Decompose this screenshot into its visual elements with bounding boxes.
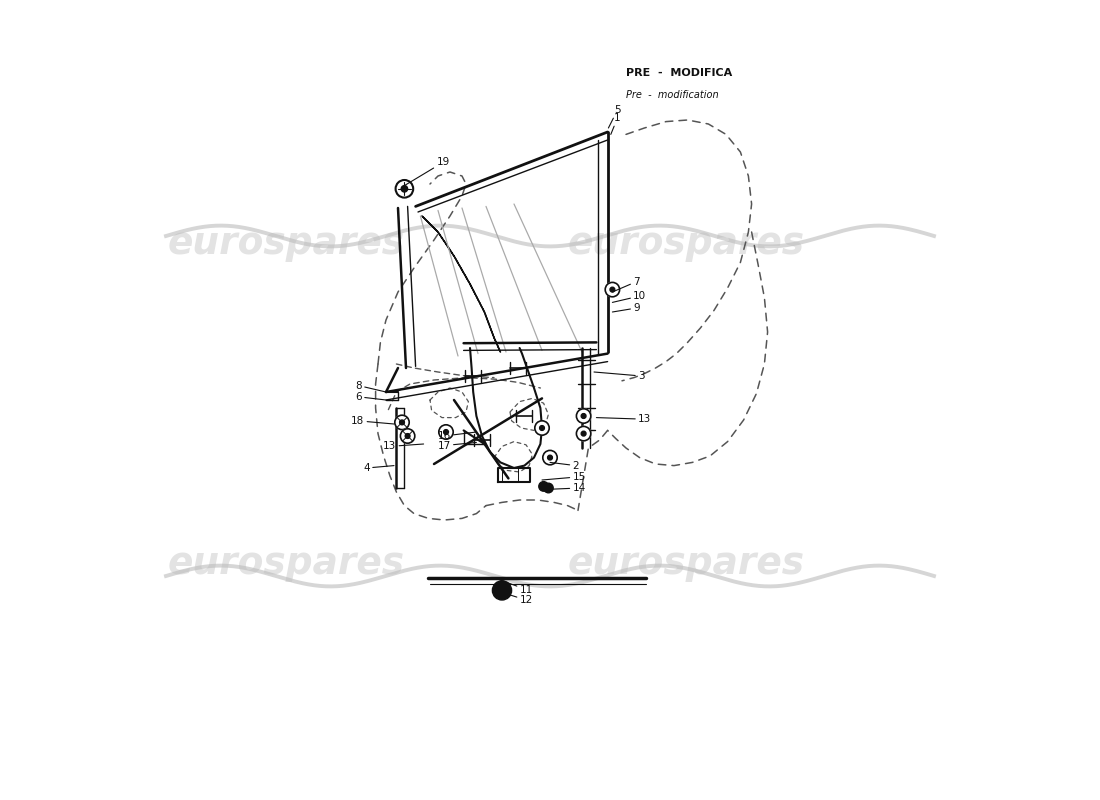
Text: PRE  -  MODIFICA: PRE - MODIFICA	[626, 68, 733, 78]
Circle shape	[581, 414, 586, 418]
Circle shape	[399, 420, 405, 425]
Text: 12: 12	[500, 592, 532, 605]
Text: 14: 14	[542, 483, 585, 493]
Text: eurospares: eurospares	[568, 546, 804, 582]
Text: 19: 19	[405, 158, 450, 186]
Text: 17: 17	[438, 441, 476, 450]
Text: 18: 18	[351, 416, 394, 426]
Text: eurospares: eurospares	[568, 226, 804, 262]
Text: 5: 5	[608, 106, 620, 128]
Circle shape	[402, 186, 408, 192]
Text: 9: 9	[613, 303, 640, 313]
Text: 6: 6	[355, 392, 386, 402]
Text: eurospares: eurospares	[167, 546, 405, 582]
Circle shape	[395, 415, 409, 430]
Circle shape	[581, 431, 586, 436]
Text: 1: 1	[610, 114, 620, 134]
Text: 11: 11	[500, 580, 532, 594]
Text: 13: 13	[383, 442, 424, 451]
Circle shape	[540, 426, 544, 430]
Text: 15: 15	[542, 472, 585, 482]
Circle shape	[539, 482, 549, 491]
Circle shape	[605, 282, 619, 297]
Circle shape	[548, 455, 552, 460]
Circle shape	[439, 425, 453, 439]
Text: 2: 2	[550, 461, 579, 470]
Text: Pre  -  modification: Pre - modification	[626, 90, 718, 100]
Text: 8: 8	[355, 381, 386, 392]
Text: 7: 7	[613, 277, 640, 292]
Text: eurospares: eurospares	[167, 226, 405, 262]
Text: 13: 13	[596, 414, 651, 424]
Text: 4: 4	[363, 463, 394, 473]
Text: 16: 16	[438, 431, 476, 441]
Circle shape	[535, 421, 549, 435]
Circle shape	[405, 434, 410, 438]
Circle shape	[576, 409, 591, 423]
Circle shape	[443, 430, 449, 434]
Circle shape	[576, 426, 591, 441]
Text: 10: 10	[613, 291, 647, 302]
Circle shape	[396, 180, 414, 198]
Circle shape	[542, 450, 558, 465]
Circle shape	[610, 287, 615, 292]
Text: 3: 3	[594, 371, 645, 381]
Circle shape	[400, 429, 415, 443]
Circle shape	[493, 581, 512, 600]
Circle shape	[543, 483, 553, 493]
